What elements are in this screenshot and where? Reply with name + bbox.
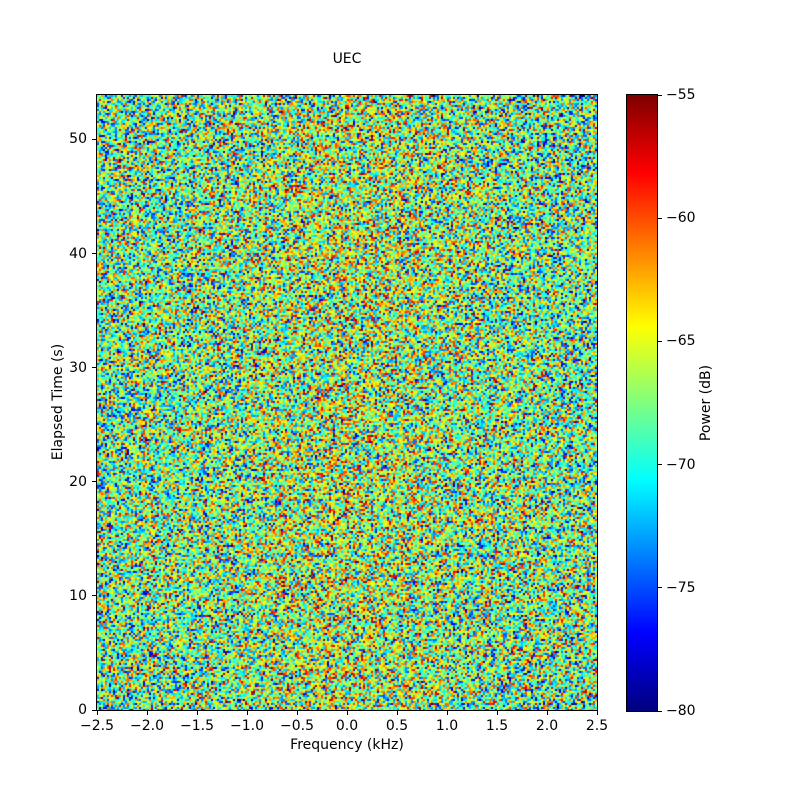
y-tick-mark bbox=[92, 595, 96, 597]
colorbar-tick-mark bbox=[658, 464, 662, 466]
x-tick-label: 0.0 bbox=[335, 718, 359, 734]
x-tick-mark bbox=[246, 711, 248, 715]
plot-area bbox=[96, 94, 598, 711]
colorbar-tick-mark bbox=[658, 587, 662, 589]
x-axis-label: Frequency (kHz) bbox=[290, 737, 404, 753]
colorbar-tick-label: −80 bbox=[666, 703, 696, 719]
x-tick-label: 0.5 bbox=[385, 718, 409, 734]
x-tick-label: −1.5 bbox=[180, 718, 214, 734]
x-tick-mark bbox=[196, 711, 198, 715]
x-tick-label: −2.0 bbox=[130, 718, 164, 734]
x-tick-mark bbox=[596, 711, 598, 715]
x-tick-mark bbox=[446, 711, 448, 715]
colorbar-tick-mark bbox=[658, 94, 662, 96]
x-tick-mark bbox=[346, 711, 348, 715]
y-tick-mark bbox=[92, 367, 96, 369]
colorbar-tick-label: −75 bbox=[666, 579, 696, 596]
colorbar-tick-label: −65 bbox=[666, 333, 696, 350]
x-tick-mark bbox=[546, 711, 548, 715]
x-tick-mark bbox=[396, 711, 398, 715]
x-tick-label: 2.0 bbox=[535, 718, 559, 734]
colorbar-tick-mark bbox=[658, 340, 662, 342]
x-tick-label: −0.5 bbox=[280, 718, 314, 734]
x-tick-label: −1.0 bbox=[230, 718, 264, 734]
x-tick-label: 1.0 bbox=[435, 718, 459, 734]
colorbar bbox=[626, 94, 658, 712]
x-tick-label: 2.5 bbox=[585, 718, 609, 734]
x-tick-mark bbox=[96, 711, 98, 715]
y-tick-label: 10 bbox=[69, 587, 87, 604]
y-tick-label: 40 bbox=[69, 245, 87, 262]
colorbar-tick-label: −60 bbox=[666, 210, 696, 227]
y-tick-mark bbox=[92, 253, 96, 255]
chart-title: UEC bbox=[332, 51, 362, 67]
y-tick-mark bbox=[92, 709, 96, 711]
colorbar-tick-mark bbox=[658, 217, 662, 219]
colorbar-gradient-canvas bbox=[627, 95, 657, 711]
spectrogram-heatmap-canvas bbox=[97, 95, 597, 710]
y-tick-label: 20 bbox=[69, 473, 87, 490]
x-tick-mark bbox=[146, 711, 148, 715]
colorbar-tick-label: −55 bbox=[666, 87, 696, 103]
y-tick-mark bbox=[92, 481, 96, 483]
y-tick-label: 0 bbox=[78, 702, 87, 718]
y-tick-label: 30 bbox=[69, 359, 87, 376]
y-tick-mark bbox=[92, 138, 96, 140]
x-tick-label: −2.5 bbox=[80, 718, 114, 734]
colorbar-tick-mark bbox=[658, 710, 662, 712]
x-tick-label: 1.5 bbox=[485, 718, 509, 734]
colorbar-label: Power (dB) bbox=[698, 364, 714, 442]
x-tick-mark bbox=[496, 711, 498, 715]
x-tick-mark bbox=[296, 711, 298, 715]
y-tick-label: 50 bbox=[69, 131, 87, 148]
colorbar-tick-label: −70 bbox=[666, 456, 696, 473]
